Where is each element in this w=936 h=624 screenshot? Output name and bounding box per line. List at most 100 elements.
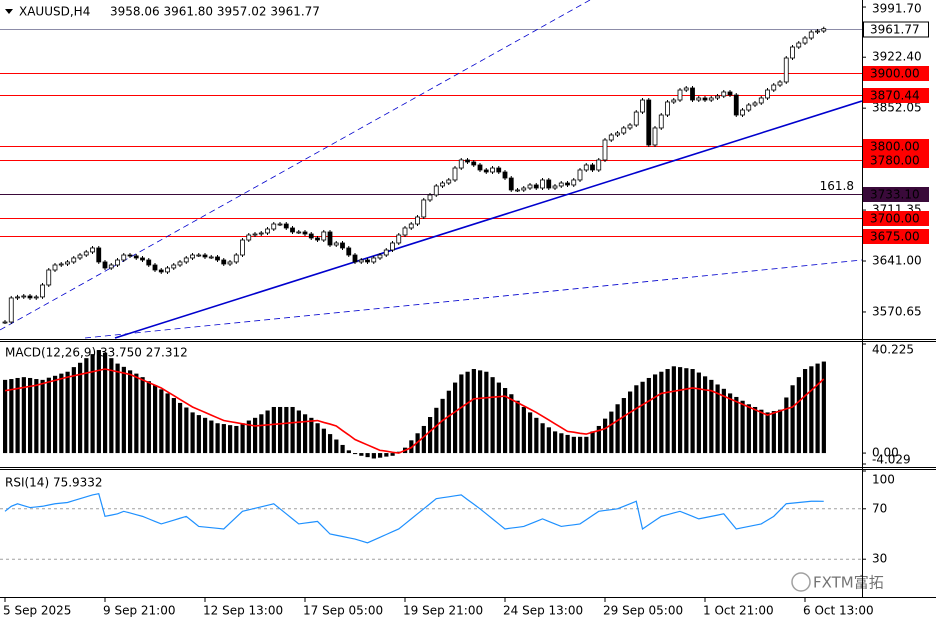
candle-body bbox=[365, 259, 370, 263]
macd-bar bbox=[284, 406, 289, 454]
macd-bar bbox=[615, 404, 620, 454]
macd-bar bbox=[453, 382, 458, 454]
last-price-label: 3961.77 bbox=[870, 23, 920, 37]
candle-body bbox=[246, 234, 252, 241]
candle-body bbox=[52, 264, 58, 271]
level-tag bbox=[863, 153, 929, 168]
macd-bar bbox=[21, 377, 26, 454]
candle-body bbox=[165, 267, 170, 273]
price-tick-label: 3852.05 bbox=[872, 101, 922, 115]
candle-body bbox=[196, 254, 202, 257]
rsi-tick-label: 70 bbox=[872, 501, 887, 515]
macd-bar bbox=[746, 404, 751, 454]
candle-body bbox=[571, 179, 577, 186]
macd-bar bbox=[596, 425, 601, 454]
candle-body bbox=[465, 159, 470, 163]
time-tick-label: 6 Oct 13:00 bbox=[803, 604, 874, 618]
candle-body bbox=[783, 57, 789, 83]
macd-bar bbox=[603, 418, 608, 454]
macd-bar bbox=[428, 417, 433, 454]
candle-body bbox=[252, 233, 258, 236]
time-tick-label: 5 Sep 2025 bbox=[3, 604, 71, 618]
time-tick-label: 19 Sep 21:00 bbox=[403, 604, 483, 618]
candle-body bbox=[508, 177, 514, 191]
candle-body bbox=[290, 227, 295, 233]
watermark: FXTM富拓 bbox=[791, 572, 884, 592]
candle-body bbox=[321, 231, 327, 241]
macd-bar bbox=[346, 450, 351, 454]
macd-bar bbox=[796, 377, 801, 454]
macd-bar bbox=[709, 379, 714, 454]
candle-body bbox=[683, 87, 689, 91]
time-tick-label: 29 Sep 05:00 bbox=[603, 604, 683, 618]
candle-body bbox=[315, 237, 320, 241]
macd-bar bbox=[678, 367, 683, 454]
macd-bar bbox=[465, 371, 470, 454]
level-tag bbox=[863, 139, 929, 154]
candle-body bbox=[646, 99, 652, 146]
price-tick-label: 3922.40 bbox=[872, 50, 922, 64]
macd-bar bbox=[334, 439, 339, 454]
level-tag-label: 3700.00 bbox=[870, 212, 920, 226]
time-tick-label: 9 Sep 21:00 bbox=[103, 604, 175, 618]
macd-bar bbox=[628, 391, 633, 454]
candle-body bbox=[483, 169, 489, 173]
candle-body bbox=[658, 114, 664, 129]
candle-body bbox=[265, 228, 270, 234]
macd-bar bbox=[503, 387, 508, 454]
candle-body bbox=[171, 264, 177, 269]
macd-bar bbox=[440, 398, 445, 454]
fib-label: 161.8 bbox=[820, 179, 854, 193]
macd-bar bbox=[115, 363, 120, 454]
candle-body bbox=[377, 254, 383, 259]
macd-bar bbox=[728, 393, 733, 454]
macd-bar bbox=[590, 431, 595, 454]
macd-bar bbox=[528, 412, 533, 454]
candle-body bbox=[602, 139, 608, 161]
macd-bar bbox=[384, 453, 389, 457]
candle-body bbox=[815, 30, 820, 33]
macd-bar bbox=[621, 398, 626, 454]
candle-body bbox=[583, 164, 589, 171]
level-tag-label: 3800.00 bbox=[870, 140, 920, 154]
candle-body bbox=[552, 185, 558, 189]
trendline bbox=[0, 0, 591, 331]
candle-body bbox=[746, 104, 752, 111]
macd-bar bbox=[609, 411, 614, 454]
macd-bar bbox=[28, 377, 33, 454]
macd-bar bbox=[546, 427, 551, 454]
macd-bar bbox=[509, 394, 514, 454]
macd-bar bbox=[103, 352, 108, 454]
candle-body bbox=[390, 242, 395, 251]
candle-body bbox=[15, 296, 20, 299]
price-tick-label: 3641.00 bbox=[872, 254, 922, 268]
macd-bar bbox=[296, 410, 301, 454]
candle-body bbox=[152, 264, 158, 271]
candle-body bbox=[796, 42, 802, 48]
candle-body bbox=[215, 256, 220, 261]
candle-body bbox=[408, 223, 414, 229]
macd-bar bbox=[753, 406, 758, 454]
macd-bar bbox=[471, 369, 476, 454]
candle-body bbox=[121, 254, 127, 261]
candle-body bbox=[740, 109, 745, 116]
candle-body bbox=[427, 194, 433, 201]
macd-bar bbox=[46, 377, 51, 454]
macd-bar bbox=[565, 434, 570, 454]
macd-bar bbox=[478, 370, 483, 454]
candle-body bbox=[452, 167, 458, 181]
macd-bar bbox=[146, 381, 151, 454]
macd-bar bbox=[240, 423, 245, 454]
candle-body bbox=[721, 91, 727, 97]
rsi-tick-label: 30 bbox=[872, 552, 887, 566]
macd-bar bbox=[253, 417, 258, 454]
macd-bar bbox=[553, 431, 558, 454]
macd-bar bbox=[246, 420, 251, 454]
candle-body bbox=[502, 171, 508, 179]
macd-bar bbox=[378, 453, 383, 458]
candle-body bbox=[33, 296, 39, 299]
macd-bar bbox=[34, 379, 39, 454]
candle-body bbox=[352, 254, 358, 263]
